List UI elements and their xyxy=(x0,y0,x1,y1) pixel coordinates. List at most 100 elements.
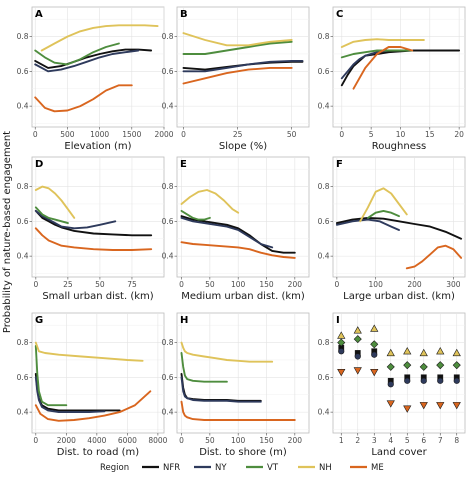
legend-label: VT xyxy=(267,463,279,473)
series-line-nfr xyxy=(335,216,463,240)
x-tick-label: 500 xyxy=(60,130,75,139)
marker-ny xyxy=(404,377,411,384)
x-tick-label: 0 xyxy=(33,280,38,289)
series-line-me xyxy=(182,66,293,85)
panel-letter: I xyxy=(336,315,340,326)
x-tick-label: 0 xyxy=(33,436,38,445)
y-tick-label: 0.6 xyxy=(318,373,330,382)
series-line-me xyxy=(352,46,414,90)
marker-nh xyxy=(436,347,445,355)
y-tick-label: 0.8 xyxy=(162,182,174,191)
panel-letter: H xyxy=(180,315,188,326)
y-tick-label: 0.4 xyxy=(17,252,29,261)
plot-area xyxy=(332,6,466,128)
panel-g: 0.4 0.6 0.8 0 2000 4000 6000 8000 Dist. to road … xyxy=(17,312,168,458)
series-line-nh xyxy=(40,24,159,52)
x-tick-label: 20 xyxy=(454,130,464,139)
marker-ny xyxy=(387,381,394,388)
y-tick-label: 0.4 xyxy=(162,252,174,261)
legend-label: NFR xyxy=(163,463,180,473)
x-tick-label: 100 xyxy=(369,280,384,289)
y-tick-label: 0.6 xyxy=(318,67,330,76)
marker-vt xyxy=(403,361,412,370)
series-line-nh xyxy=(180,341,274,363)
panel-i: 0.4 0.6 0.8 1 2 3 4 5 6 7 8 Land cover I xyxy=(318,312,466,458)
marker-me xyxy=(353,367,362,375)
x-tick-label: 3 xyxy=(372,436,377,445)
marker-ny xyxy=(354,353,361,360)
series-line-ny xyxy=(180,376,262,403)
legend-items: NFR NY VT NH ME xyxy=(142,463,384,473)
y-tick-label: 0.6 xyxy=(162,373,174,382)
series-line-nh xyxy=(180,189,240,214)
legend-label: NY xyxy=(215,463,227,473)
y-tick-label: 0.4 xyxy=(17,408,29,417)
marker-me xyxy=(370,369,379,377)
x-axis-label: Large urban dist. (km) xyxy=(343,291,455,302)
x-tick-label: 200 xyxy=(407,280,422,289)
y-tick-label: 0.8 xyxy=(318,338,330,347)
x-tick-label: 200 xyxy=(288,280,303,289)
series-line-me xyxy=(34,227,153,251)
series-line-ny xyxy=(34,209,117,230)
x-axis-label: Land cover xyxy=(371,447,427,458)
y-tick-label: 0.4 xyxy=(318,252,330,261)
series-line-me xyxy=(34,390,152,422)
panel-letter: A xyxy=(35,9,43,20)
y-tick-label: 0.8 xyxy=(17,182,29,191)
x-tick-label: 100 xyxy=(231,436,246,445)
series-line-vt xyxy=(340,49,414,59)
legend-label: NH xyxy=(319,463,332,473)
marker-ny xyxy=(371,351,378,358)
series-line-me xyxy=(180,400,296,421)
panel-d: 0.4 0.6 0.8 0 25 50 75 Small urban dist. (km) D xyxy=(17,156,165,302)
series-line-vt xyxy=(182,40,293,55)
x-axis-label: Dist. to road (m) xyxy=(57,447,139,458)
series-line-nh xyxy=(34,341,144,362)
panel-letter: C xyxy=(336,9,343,20)
marker-nh xyxy=(403,347,412,355)
series-line-nh xyxy=(34,185,76,219)
x-tick-label: 75 xyxy=(127,280,137,289)
x-tick-label: 2000 xyxy=(57,436,76,445)
y-tick-label: 0.8 xyxy=(318,182,330,191)
x-tick-label: 0 xyxy=(334,280,339,289)
legend-item-vt: VT xyxy=(246,463,279,473)
x-tick-label: 4000 xyxy=(87,436,106,445)
x-axis-label: Slope (%) xyxy=(219,141,267,152)
x-tick-label: 4 xyxy=(388,436,393,445)
x-tick-label: 0 xyxy=(181,130,186,139)
marker-nh xyxy=(386,348,395,357)
x-tick-label: 2000 xyxy=(154,130,173,139)
y-axis-label: Probability of nature-based engagement xyxy=(2,131,13,333)
plot-area xyxy=(176,312,310,434)
series-line-nfr xyxy=(180,215,296,254)
x-tick-label: 8 xyxy=(454,436,459,445)
series-line-vt xyxy=(366,209,400,219)
panel-letter: F xyxy=(336,159,343,170)
legend-item-me: ME xyxy=(350,463,384,473)
marker-ny xyxy=(420,377,427,384)
panel-e: 0.4 0.6 0.8 0 50 100 150 200 Medium urban dist. … xyxy=(162,156,310,302)
x-axis-label: Dist. to shore (m) xyxy=(199,447,287,458)
y-tick-label: 0.8 xyxy=(162,338,174,347)
y-tick-label: 0.6 xyxy=(17,373,29,382)
x-tick-label: 25 xyxy=(63,280,73,289)
marker-nh xyxy=(452,348,461,357)
series-line-nh xyxy=(182,32,293,47)
panel-c: 0.4 0.6 0.8 0 5 10 15 20 Roughness C xyxy=(318,6,466,152)
series-line-me xyxy=(34,84,133,113)
x-tick-label: 300 xyxy=(446,280,461,289)
marker-nh xyxy=(353,326,362,334)
x-tick-label: 50 xyxy=(205,280,215,289)
x-tick-label: 50 xyxy=(205,436,215,445)
marker-me xyxy=(436,402,445,410)
y-tick-label: 0.8 xyxy=(318,32,330,41)
x-tick-label: 10 xyxy=(396,130,406,139)
series-line-ny xyxy=(182,59,304,73)
series-line-vt xyxy=(34,42,120,66)
legend: Region NFR NY VT NH ME xyxy=(100,463,384,473)
y-tick-label: 0.6 xyxy=(162,67,174,76)
series-line-vt xyxy=(180,209,211,221)
